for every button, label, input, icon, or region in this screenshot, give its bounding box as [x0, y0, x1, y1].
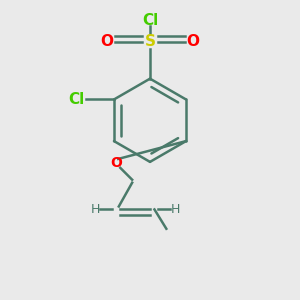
Text: Cl: Cl	[69, 92, 85, 107]
Text: H: H	[90, 203, 100, 216]
Text: O: O	[187, 34, 200, 49]
Text: Cl: Cl	[142, 13, 158, 28]
Text: H: H	[171, 203, 180, 216]
Text: O: O	[110, 156, 122, 170]
Text: O: O	[100, 34, 113, 49]
Text: S: S	[145, 34, 155, 49]
